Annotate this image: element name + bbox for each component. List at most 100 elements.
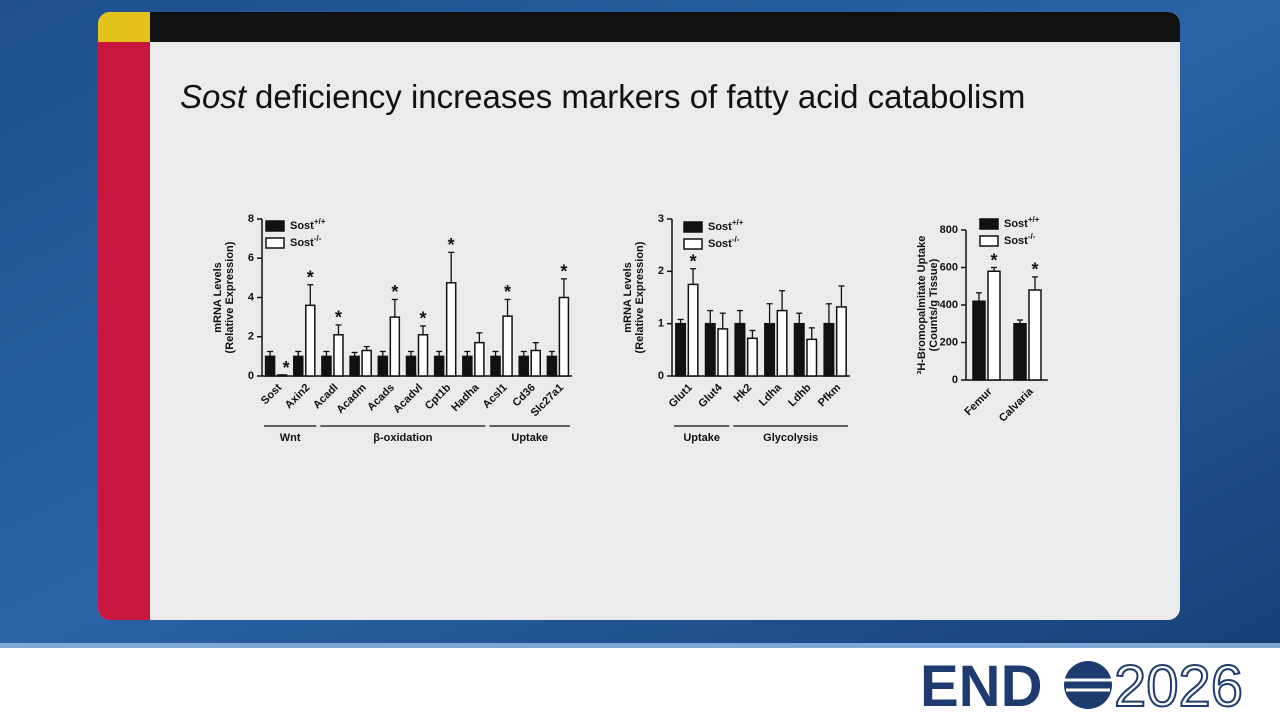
significance-mark: * [307, 267, 314, 287]
error-bar [560, 278, 567, 298]
legend-label: Sost-/- [708, 235, 740, 250]
error-bar [548, 350, 555, 357]
bar [405, 355, 417, 377]
bar [305, 304, 316, 377]
error-bar [436, 350, 443, 357]
y-tick-label: 0 [658, 370, 664, 382]
y-tick-label: 0 [248, 370, 254, 382]
y-axis-label: mRNA Levels [622, 262, 634, 333]
error-bar [1032, 276, 1038, 290]
error-bar [307, 284, 314, 306]
error-bar [335, 324, 342, 335]
error-bar [976, 292, 982, 302]
error-bar [391, 298, 398, 318]
bar [793, 322, 805, 377]
legend-label: Sost+/+ [708, 218, 744, 233]
bar [734, 322, 746, 377]
y-tick-label: 8 [248, 213, 254, 225]
divider [0, 643, 1280, 648]
corner-accent [98, 12, 150, 42]
bar [987, 270, 1001, 381]
y-tick-label: 200 [940, 336, 958, 348]
group-label: Glycolysis [763, 432, 818, 444]
error-bar [379, 350, 386, 357]
bar [321, 355, 332, 377]
logo-right: 2026 [1114, 654, 1243, 719]
legend-swatch [979, 235, 999, 247]
error-bar [749, 329, 756, 339]
bar [490, 355, 501, 377]
error-bar [267, 350, 274, 357]
y-tick-label: 3 [658, 213, 664, 225]
bar [462, 355, 473, 377]
bar [445, 282, 457, 377]
significance-mark: * [560, 262, 567, 282]
error-bar [825, 303, 832, 324]
bar [502, 315, 513, 377]
slide-title: Sost deficiency increases markers of fatt… [180, 78, 1025, 115]
group-label: Uptake [511, 432, 548, 444]
error-bar [520, 350, 527, 357]
error-bar [323, 350, 330, 357]
bar [835, 306, 847, 377]
error-bar [707, 309, 714, 324]
significance-mark: * [335, 308, 342, 328]
y-tick-label: 6 [248, 252, 254, 264]
y-axis-label: ³H-Bromopalmitate Uptake [916, 236, 928, 375]
y-axis-label: (Relative Expression) [224, 241, 236, 353]
legend-swatch [265, 237, 285, 249]
significance-mark: * [1031, 260, 1038, 280]
bar [474, 341, 485, 377]
bar [530, 349, 541, 377]
error-bar [476, 332, 483, 343]
error-bar [766, 303, 773, 324]
bar [558, 296, 570, 377]
error-bar [351, 351, 358, 357]
error-bar [690, 268, 697, 285]
bar [417, 334, 429, 377]
legend-swatch [683, 238, 703, 250]
bar [806, 338, 818, 377]
y-tick-label: 1 [658, 318, 664, 330]
bar [764, 322, 776, 377]
side-bar [98, 42, 150, 620]
error-bar [991, 266, 997, 272]
error-bar [464, 350, 471, 357]
bar [746, 337, 758, 377]
legend-swatch [683, 221, 703, 233]
bar [704, 322, 716, 377]
bar [687, 283, 699, 377]
logo-left: END [920, 654, 1042, 719]
group-label: Wnt [280, 432, 301, 444]
y-tick-label: 400 [940, 299, 958, 311]
bar [377, 355, 389, 377]
significance-mark: * [448, 235, 455, 255]
bar [333, 334, 344, 377]
bar [293, 355, 304, 377]
y-tick-label: 2 [248, 331, 254, 343]
y-tick-label: 2 [658, 265, 664, 277]
error-bar [295, 350, 302, 357]
error-bar [808, 327, 815, 340]
bar [349, 355, 360, 377]
bar [518, 355, 529, 377]
error-bar [504, 298, 511, 317]
y-tick-label: 0 [952, 374, 958, 386]
error-bar [492, 350, 499, 357]
legend-label: Sost+/+ [1004, 215, 1040, 230]
slide-card [98, 12, 1180, 620]
legend-label: Sost+/+ [290, 217, 326, 232]
legend-label: Sost-/- [1004, 232, 1036, 247]
error-bar [1017, 319, 1023, 324]
bar [972, 300, 986, 381]
bar [264, 355, 276, 377]
error-bar [532, 341, 539, 351]
logo-globe [1064, 661, 1112, 709]
bar [361, 349, 372, 377]
bar [675, 322, 687, 377]
legend-label: Sost-/- [290, 234, 322, 249]
significance-mark: * [283, 358, 290, 378]
significance-mark: * [990, 250, 997, 270]
bar [823, 322, 835, 377]
